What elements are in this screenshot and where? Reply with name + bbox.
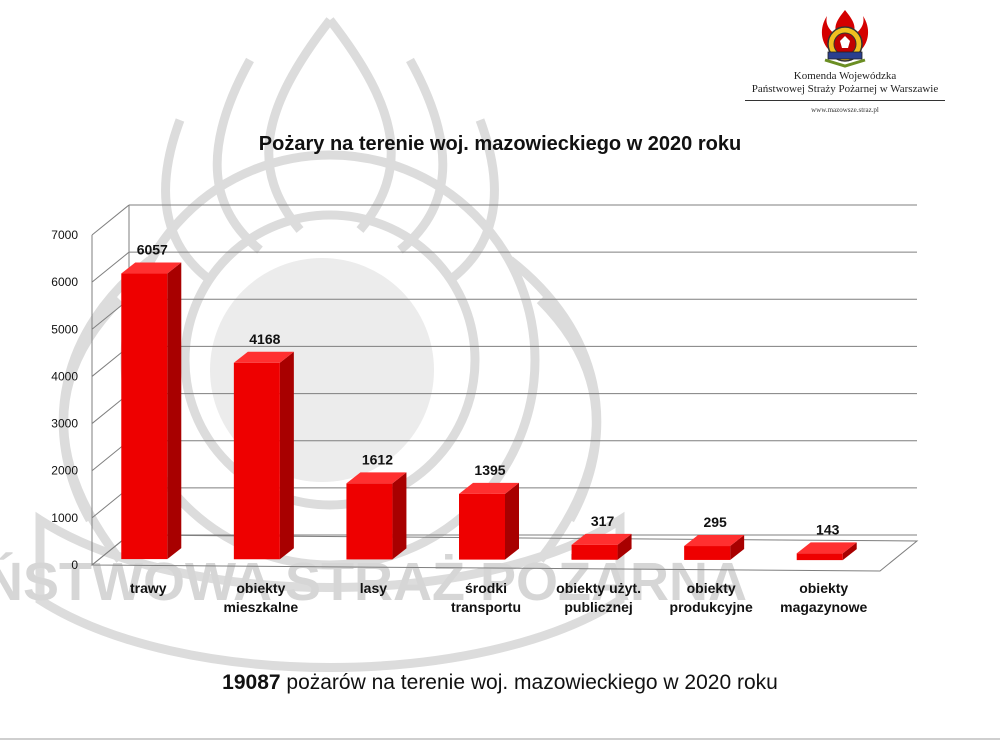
- data-label: 1395: [474, 462, 505, 478]
- bar: [571, 544, 618, 560]
- y-tick-label: 4000: [51, 369, 78, 383]
- bar-top: [796, 542, 857, 554]
- website-link[interactable]: www.mazowsze.straz.pl: [811, 106, 879, 114]
- chart-title: Pożary na terenie woj. mazowieckiego w 2…: [259, 133, 741, 155]
- bar: [346, 483, 393, 560]
- watermark-text: PAŃSTWOWA STRAŻ POŻARNA: [0, 552, 747, 612]
- fire-service-logo-icon: [821, 10, 869, 68]
- bar: [796, 553, 843, 561]
- data-label: 143: [816, 521, 840, 537]
- x-tick-label: magazynowe: [780, 599, 867, 615]
- data-label: 4168: [249, 331, 280, 347]
- chart-floor: [90, 534, 919, 572]
- data-label: 6057: [137, 242, 168, 258]
- x-tick-label: produkcyjne: [670, 599, 753, 615]
- x-tick-label: obiekty użyt.: [556, 580, 641, 596]
- org-name-line2: Państwowej Straży Pożarnej w Warszawie: [751, 83, 939, 95]
- bar-side: [617, 533, 632, 560]
- summary-text: pożarów na terenie woj. mazowieckiego w …: [280, 671, 778, 694]
- chart-data-labels: 6057 4168 1612 1395 317 295 143: [137, 242, 840, 538]
- x-tick-label: obiekty: [236, 580, 285, 596]
- chart-x-tick-labels: trawy obiekty mieszkalne lasy środki transpor…: [130, 580, 867, 615]
- bar: [121, 273, 168, 560]
- bar-top: [346, 472, 407, 484]
- summary-line: 19087 pożarów na terenie woj. mazowiecki…: [0, 671, 1000, 695]
- x-tick-label: obiekty: [799, 580, 848, 596]
- bar-side: [730, 535, 745, 560]
- y-tick-label: 7000: [51, 228, 78, 242]
- bar-side: [167, 262, 182, 560]
- bar-side: [392, 472, 407, 560]
- x-tick-label: lasy: [360, 580, 387, 596]
- gridline: [91, 204, 130, 236]
- y-tick-label: 3000: [51, 417, 78, 431]
- y-tick-label: 5000: [51, 322, 78, 336]
- bar: [233, 362, 280, 560]
- bottom-divider: [0, 738, 1000, 740]
- x-tick-label: mieszkalne: [223, 599, 298, 615]
- x-tick-label: transportu: [451, 599, 521, 615]
- logo-divider: [745, 100, 945, 101]
- data-label: 1612: [362, 451, 393, 467]
- chart-y-tick-labels: 0 1000 2000 3000 4000 5000 6000 7000: [51, 228, 78, 572]
- chart-bars: [121, 262, 857, 561]
- x-tick-label: publicznej: [564, 599, 632, 615]
- data-label: 295: [703, 514, 727, 530]
- bar: [684, 546, 731, 560]
- gridline: [91, 251, 130, 283]
- y-tick-label: 1000: [51, 511, 78, 525]
- bar-top: [684, 535, 745, 547]
- x-tick-label: trawy: [130, 580, 167, 596]
- watermark-flame: [161, 17, 499, 284]
- y-tick-label: 6000: [51, 275, 78, 289]
- bar-top: [571, 533, 632, 545]
- bar: [459, 493, 505, 560]
- bar-side: [505, 482, 519, 560]
- x-tick-label: obiekty: [687, 580, 736, 596]
- org-name-line1: Komenda Wojewódzka: [793, 70, 897, 82]
- data-label: 317: [591, 513, 615, 529]
- bar-side: [279, 351, 294, 560]
- summary-total: 19087: [222, 671, 281, 694]
- logo-block: Komenda Wojewódzka Państwowej Straży Poż…: [745, 8, 945, 114]
- bar-top: [233, 351, 294, 363]
- watermark-ribbon: [35, 511, 625, 672]
- watermark-leaves-left: [58, 256, 153, 563]
- y-tick-label: 2000: [51, 464, 78, 478]
- watermark-inner-ring: [180, 210, 480, 510]
- bar-side: [842, 542, 857, 561]
- bar-top: [121, 262, 182, 274]
- y-tick-label: 0: [71, 558, 78, 572]
- bar-top: [459, 482, 519, 494]
- x-tick-label: środki: [465, 580, 507, 596]
- watermark-leaves-right: [507, 256, 602, 563]
